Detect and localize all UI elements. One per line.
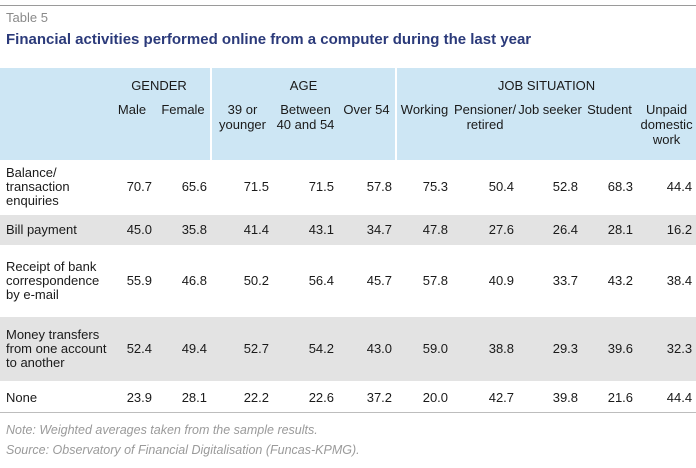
table-cell: 55.9: [108, 245, 156, 317]
group-header-age: AGE: [209, 68, 397, 102]
table-cell: 33.7: [518, 245, 583, 317]
column-header-male: Male: [108, 102, 156, 160]
column-header-39-or-younger: 39 or younger: [210, 102, 273, 160]
table-cell: 43.1: [273, 214, 338, 246]
table-cell: 65.6: [156, 160, 211, 215]
column-header-pensioner: Pensioner/ retired: [452, 102, 519, 160]
table-note: Note: Weighted averages taken from the s…: [6, 423, 318, 437]
table-cell: 22.2: [211, 381, 273, 415]
table-cell: 20.0: [396, 381, 453, 415]
table-cell: 39.8: [518, 381, 583, 415]
table-cell: 68.3: [582, 160, 638, 215]
column-header-job-seeker: Job seeker: [518, 102, 583, 160]
table-cell: 57.8: [396, 245, 453, 317]
table-cell: 35.8: [156, 214, 211, 246]
table-cell: 46.8: [156, 245, 211, 317]
table-cell: 38.4: [637, 245, 696, 317]
table-cell: 28.1: [582, 214, 638, 246]
table-title: Financial activities performed online fr…: [6, 31, 532, 48]
top-rule: [0, 5, 696, 6]
table-row: None 23.9 28.1 22.2 22.6 37.2 20.0 42.7 …: [0, 381, 696, 415]
column-header-unpaid-domestic-work: Unpaid domestic work: [637, 102, 696, 160]
column-header-over-54: Over 54: [338, 102, 397, 160]
table-row: Money transfers from one account to anot…: [0, 316, 696, 382]
table-cell: 54.2: [273, 316, 338, 382]
table-cell: 21.6: [582, 381, 638, 415]
data-table: GENDER AGE JOB SITUATION Male Female 39 …: [0, 68, 696, 415]
table-source: Source: Observatory of Financial Digital…: [6, 443, 360, 457]
table-cell: 57.8: [338, 160, 397, 215]
group-header-gender: GENDER: [108, 68, 211, 102]
table-cell: 52.8: [518, 160, 583, 215]
table-cell: 45.0: [108, 214, 156, 246]
table-cell: 44.4: [637, 160, 696, 215]
table-cell: 71.5: [211, 160, 273, 215]
row-label: Bill payment: [0, 214, 108, 246]
table-cell: 70.7: [108, 160, 156, 215]
table-cell: 52.7: [211, 316, 273, 382]
column-header-40-54: Between 40 and 54: [273, 102, 338, 160]
table-row: Bill payment 45.0 35.8 41.4 43.1 34.7 47…: [0, 214, 696, 246]
table-cell: 59.0: [396, 316, 453, 382]
table-cell: 38.8: [452, 316, 519, 382]
table-cell: 50.4: [452, 160, 519, 215]
table-cell: 23.9: [108, 381, 156, 415]
column-header-female: Female: [156, 102, 211, 160]
table-cell: 43.2: [582, 245, 638, 317]
table-cell: 34.7: [338, 214, 397, 246]
table-cell: 71.5: [273, 160, 338, 215]
header-corner-sub: [0, 102, 108, 160]
table-cell: 29.3: [518, 316, 583, 382]
table-cell: 47.8: [396, 214, 453, 246]
table-cell: 27.6: [452, 214, 519, 246]
header-corner: [0, 68, 108, 102]
table-cell: 42.7: [452, 381, 519, 415]
table-row: Balance/ transaction enquiries 70.7 65.6…: [0, 160, 696, 215]
table-cell: 22.6: [273, 381, 338, 415]
table-cell: 40.9: [452, 245, 519, 317]
table-cell: 52.4: [108, 316, 156, 382]
table-cell: 32.3: [637, 316, 696, 382]
bottom-rule: [0, 412, 696, 413]
row-label: Balance/ transaction enquiries: [0, 160, 108, 215]
row-label: Receipt of bank correspondence by e-mail: [0, 245, 108, 317]
table-cell: 43.0: [338, 316, 397, 382]
column-header-working: Working: [395, 102, 453, 160]
table-cell: 44.4: [637, 381, 696, 415]
table-cell: 56.4: [273, 245, 338, 317]
table-cell: 75.3: [396, 160, 453, 215]
table-cell: 37.2: [338, 381, 397, 415]
table-number: Table 5: [6, 10, 48, 25]
table-cell: 41.4: [211, 214, 273, 246]
table-cell: 45.7: [338, 245, 397, 317]
group-header-job-situation: JOB SITUATION: [395, 68, 696, 102]
row-label: None: [0, 381, 108, 415]
table-cell: 26.4: [518, 214, 583, 246]
table-cell: 49.4: [156, 316, 211, 382]
table-cell: 28.1: [156, 381, 211, 415]
row-label: Money transfers from one account to anot…: [0, 316, 108, 382]
column-header-student: Student: [582, 102, 638, 160]
table-row: Receipt of bank correspondence by e-mail…: [0, 245, 696, 317]
table-cell: 39.6: [582, 316, 638, 382]
table-cell: 16.2: [637, 214, 696, 246]
table-cell: 50.2: [211, 245, 273, 317]
